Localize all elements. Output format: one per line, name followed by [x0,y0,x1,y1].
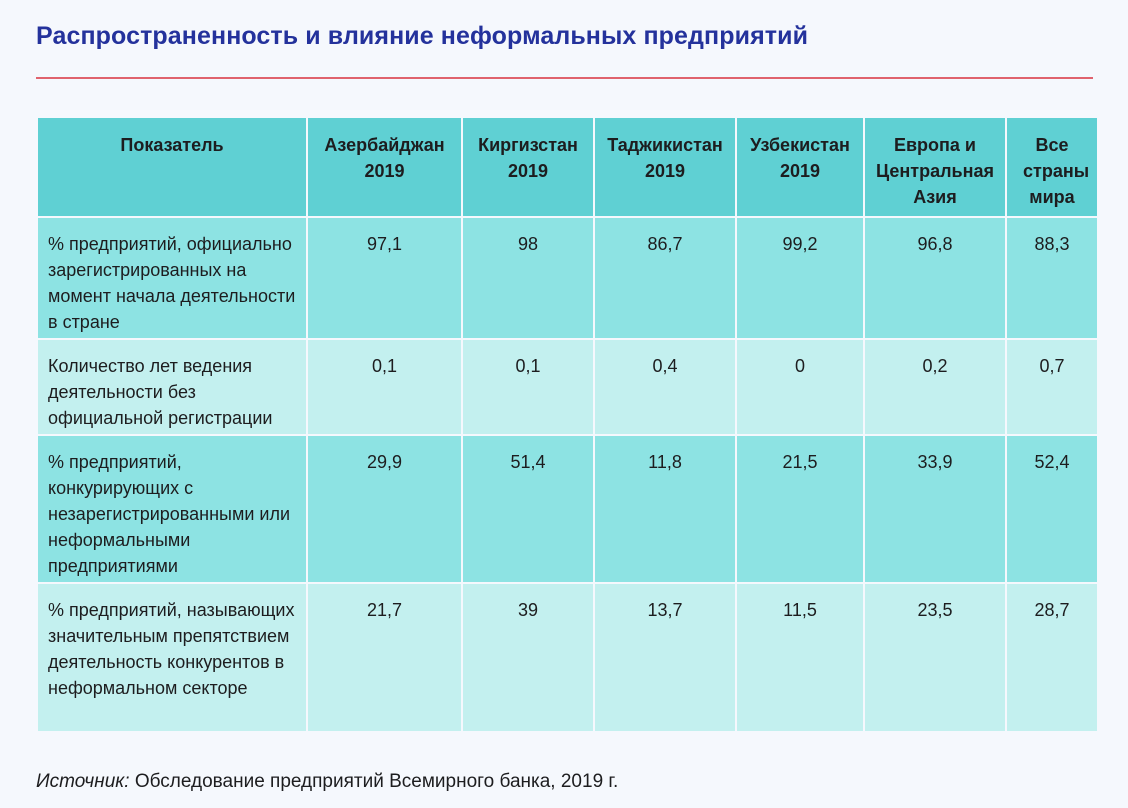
cell-tajikistan: 13,7 [593,582,737,733]
cell-tajikistan: 11,8 [593,434,737,584]
header-azerbaijan: Азербайджан 2019 [306,116,463,218]
cell-azerbaijan: 0,1 [306,338,463,436]
cell-tajikistan: 0,4 [593,338,737,436]
table-header-row: Показатель Азербайджан 2019 Киргизстан 2… [36,116,1099,218]
title-divider [36,77,1093,79]
informal-enterprises-table: Показатель Азербайджан 2019 Киргизстан 2… [36,116,1099,733]
cell-kyrgyzstan: 0,1 [461,338,595,436]
header-all-countries: Все страны мира [1005,116,1099,218]
cell-uzbekistan: 21,5 [735,434,865,584]
row-label: % предприятий, конкурирующих с незарегис… [36,434,308,584]
header-kyrgyzstan: Киргизстан 2019 [461,116,595,218]
source-text: Обследование предприятий Всемирного банк… [134,771,619,792]
cell-uzbekistan: 11,5 [735,582,865,733]
header-uzbekistan: Узбекистан 2019 [735,116,865,218]
table-row: Количество лет ведения деятельности без … [36,338,1099,436]
header-tajikistan: Таджикистан 2019 [593,116,737,218]
cell-tajikistan: 86,7 [593,216,737,340]
cell-all-countries: 28,7 [1005,582,1099,733]
cell-kyrgyzstan: 98 [461,216,595,340]
table-row: % предприятий, официально зарегистрирова… [36,216,1099,340]
table-row: % предприятий, называющих значительным п… [36,582,1099,733]
cell-all-countries: 0,7 [1005,338,1099,436]
cell-uzbekistan: 0 [735,338,865,436]
cell-all-countries: 52,4 [1005,434,1099,584]
cell-europe-central-asia: 23,5 [863,582,1007,733]
cell-azerbaijan: 97,1 [306,216,463,340]
source-note: Источник: Обследование предприятий Всеми… [36,771,618,793]
table-row: % предприятий, конкурирующих с незарегис… [36,434,1099,584]
cell-azerbaijan: 29,9 [306,434,463,584]
row-label: % предприятий, официально зарегистрирова… [36,216,308,340]
page-title: Распространенность и влияние неформальны… [36,22,809,50]
header-indicator: Показатель [36,116,308,218]
cell-kyrgyzstan: 51,4 [461,434,595,584]
cell-uzbekistan: 99,2 [735,216,865,340]
cell-europe-central-asia: 0,2 [863,338,1007,436]
cell-azerbaijan: 21,7 [306,582,463,733]
cell-europe-central-asia: 33,9 [863,434,1007,584]
cell-all-countries: 88,3 [1005,216,1099,340]
row-label: % предприятий, называющих значительным п… [36,582,308,733]
row-label: Количество лет ведения деятельности без … [36,338,308,436]
cell-kyrgyzstan: 39 [461,582,595,733]
header-europe-central-asia: Европа и Центральная Азия [863,116,1007,218]
cell-europe-central-asia: 96,8 [863,216,1007,340]
source-label: Источник: [36,771,130,792]
